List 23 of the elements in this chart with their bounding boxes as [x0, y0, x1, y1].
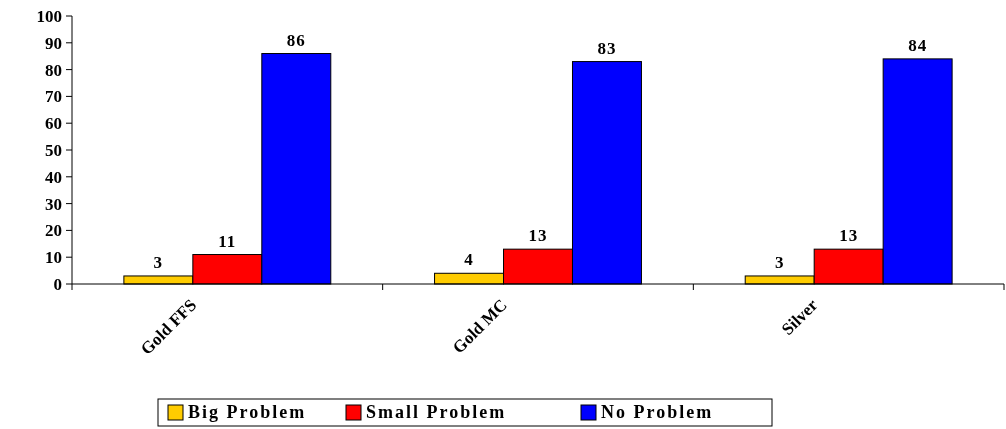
legend-label: No Problem [601, 402, 714, 422]
y-tick-label: 90 [45, 33, 62, 53]
y-tick-label: 80 [45, 60, 62, 80]
data-label: 83 [597, 38, 617, 58]
y-tick-label: 30 [45, 194, 62, 214]
data-label: 13 [839, 226, 859, 246]
legend-label: Small Problem [366, 402, 507, 422]
legend-label: Big Problem [188, 402, 307, 422]
data-label: 86 [286, 30, 306, 50]
y-tick-label: 20 [45, 221, 62, 241]
data-label: 3 [153, 252, 164, 272]
y-tick-label: 70 [45, 87, 62, 107]
data-label: 84 [908, 35, 928, 55]
y-tick-label: 50 [45, 140, 62, 160]
data-label: 11 [218, 231, 237, 251]
y-tick-label: 100 [36, 6, 62, 26]
data-label: 13 [528, 226, 548, 246]
data-label: 4 [464, 250, 474, 270]
y-tick-label: 60 [45, 114, 62, 134]
data-label: 3 [774, 252, 785, 272]
y-tick-label: 0 [53, 274, 62, 294]
y-tick-label: 40 [45, 167, 62, 187]
y-tick-label: 10 [45, 248, 62, 268]
